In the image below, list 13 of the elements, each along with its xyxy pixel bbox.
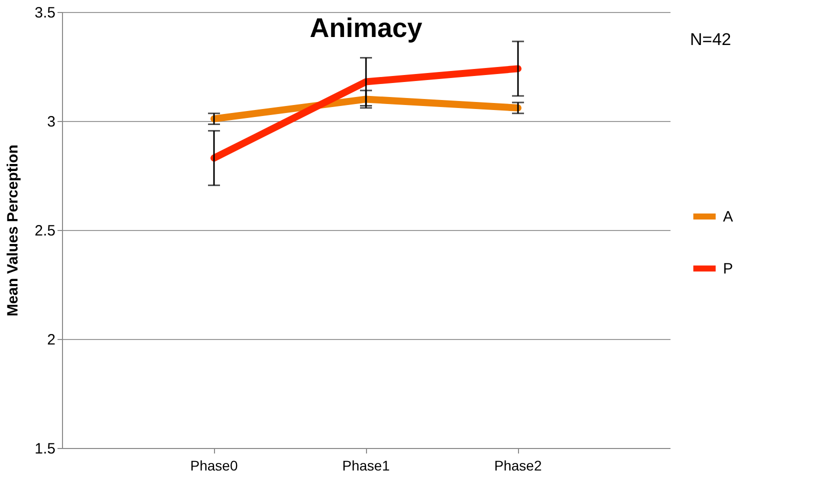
y-axis-title: Mean Values Perception	[4, 144, 22, 316]
text: N=42	[690, 30, 732, 49]
x-tick-label: Phase1	[342, 458, 390, 474]
x-tick-label: Phase2	[494, 458, 542, 474]
y-tick-label: 1.5	[34, 440, 56, 458]
y-tick-label: 3.5	[34, 4, 56, 22]
y-tick-label: 3	[47, 114, 56, 130]
legend-label: P	[723, 260, 734, 278]
legend-label: A	[723, 208, 734, 226]
chart-title: Animacy	[310, 13, 422, 43]
x-tick-label: Phase0	[190, 458, 238, 474]
y-tick-label: 2	[47, 332, 56, 348]
y-tick-label: 2.5	[34, 222, 56, 240]
